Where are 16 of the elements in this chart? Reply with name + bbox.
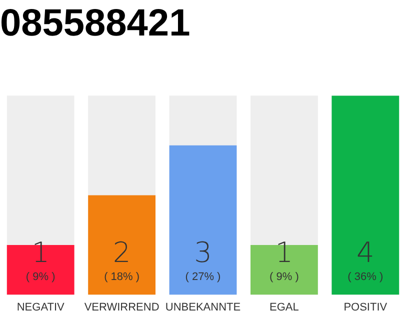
data-label: 1 <box>32 236 50 270</box>
data-label: 3 <box>194 236 212 270</box>
x-tick-label: UNBEKANNTE <box>165 301 241 314</box>
data-label: 2 <box>112 236 131 270</box>
x-tick-label: NEGATIV <box>16 301 65 314</box>
annotation: ( 9% ) <box>270 270 299 283</box>
x-tick-label: EGAL <box>270 301 299 314</box>
annotation: ( 36% ) <box>348 270 384 283</box>
annotation: ( 9% ) <box>26 270 56 283</box>
data-label: 1 <box>275 236 294 270</box>
annotation: ( 18% ) <box>104 270 140 283</box>
annotation: ( 27% ) <box>185 270 221 283</box>
data-label: 4 <box>356 236 374 270</box>
chart-title: 085588421 <box>0 2 190 44</box>
x-tick-label: VERWIRREND <box>84 301 160 314</box>
x-tick-label: POSITIV <box>344 301 388 314</box>
